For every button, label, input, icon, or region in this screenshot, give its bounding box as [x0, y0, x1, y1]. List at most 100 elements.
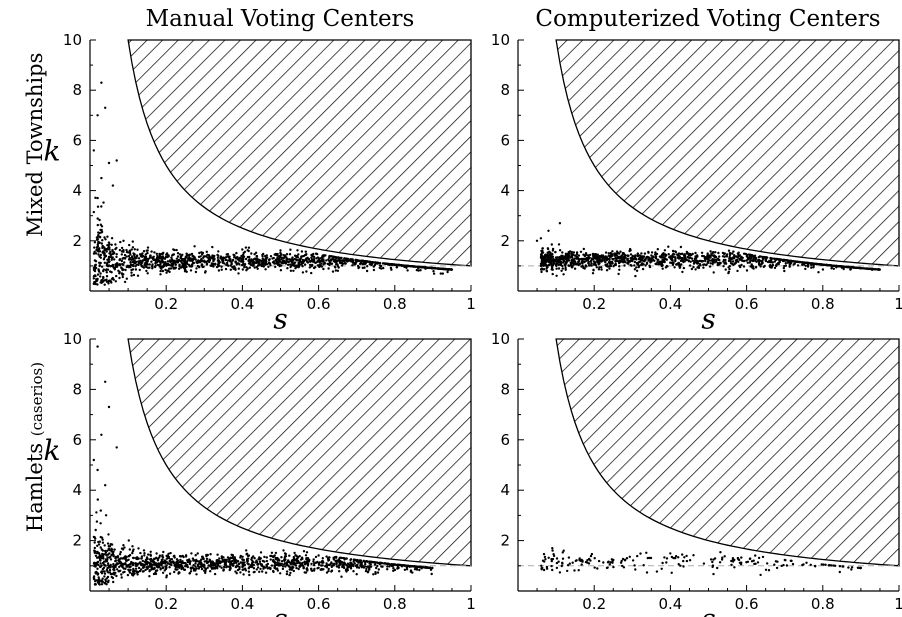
scatter-point [618, 265, 621, 268]
scatter-point [590, 257, 594, 260]
scatter-point [104, 106, 107, 110]
scatter-point [204, 270, 207, 273]
scatter-point [133, 248, 136, 251]
scatter-point [115, 255, 118, 259]
scatter-point [92, 275, 96, 278]
scatter-point [296, 249, 299, 252]
scatter-point [346, 562, 350, 566]
scatter-point [201, 555, 204, 558]
scatter-point [145, 563, 149, 566]
scatter-point [170, 558, 174, 561]
scatter-point [587, 257, 590, 261]
scatter-point [624, 261, 627, 264]
scatter-point [729, 252, 732, 255]
scatter-point [104, 549, 107, 553]
scatter-point [129, 261, 132, 264]
scatter-point [243, 263, 247, 266]
scatter-point [94, 583, 98, 586]
scatter-point [206, 253, 209, 256]
scatter-point [702, 562, 706, 565]
scatter-point [746, 258, 750, 261]
scatter-point [119, 240, 122, 244]
x-tick-label: 0.8 [383, 295, 407, 313]
scatter-point [551, 272, 554, 276]
scatter-point [571, 265, 574, 269]
scatter-point [291, 562, 294, 565]
scatter-point [733, 257, 736, 260]
scatter-point [757, 256, 760, 259]
scatter-point [172, 263, 175, 266]
scatter-point [127, 539, 130, 542]
scatter-point [263, 555, 266, 559]
scatter-point [752, 267, 755, 270]
scatter-point [106, 575, 110, 579]
scatter-point [134, 268, 138, 271]
scatter-point [541, 255, 544, 258]
scatter-point [93, 536, 96, 539]
scatter-point [708, 265, 712, 268]
scatter-point [724, 258, 727, 262]
scatter-point [114, 280, 118, 283]
scatter-point [757, 262, 761, 266]
scatter-point [126, 573, 130, 577]
scatter-point [696, 259, 699, 263]
scatter-point [742, 265, 746, 268]
scatter-point [220, 566, 223, 569]
scatter-point [303, 571, 306, 574]
scatter-point [656, 248, 659, 251]
scatter-point [125, 277, 128, 280]
scatter-point [118, 248, 122, 252]
scatter-point [194, 562, 197, 565]
scatter-point [115, 274, 118, 278]
scatter-point [332, 260, 336, 263]
scatter-point [175, 257, 179, 260]
scatter-point [247, 570, 251, 573]
scatter-point [386, 568, 389, 571]
scatter-point [149, 553, 152, 556]
scatter-point [279, 249, 282, 252]
scatter-point [542, 264, 545, 267]
scatter-point [96, 205, 100, 208]
scatter-point [95, 556, 99, 559]
scatter-point [546, 253, 549, 257]
scatter-point [136, 248, 139, 251]
scatter-point [205, 250, 208, 253]
scatter-point [274, 567, 278, 570]
scatter-point [678, 266, 681, 269]
scatter-point [268, 258, 271, 261]
scatter-point [339, 261, 342, 265]
scatter-point [142, 250, 146, 253]
scatter-point [267, 265, 270, 268]
scatter-point [178, 264, 181, 267]
scatter-point [167, 254, 170, 258]
scatter-point [177, 258, 181, 262]
scatter-point [390, 564, 394, 568]
scatter-point [106, 244, 109, 247]
scatter-point [100, 81, 103, 84]
scatter-point [751, 259, 755, 263]
scatter-point [780, 564, 783, 568]
scatter-point [626, 259, 629, 262]
scatter-point [280, 253, 283, 256]
scatter-point [99, 228, 102, 232]
scatter-point [175, 560, 179, 564]
scatter-point [608, 255, 612, 258]
scatter-point [730, 559, 733, 563]
scatter-point [234, 268, 237, 271]
scatter-point [118, 276, 121, 280]
scatter-point [154, 264, 157, 267]
scatter-point [544, 263, 547, 266]
scatter-point [550, 564, 553, 568]
scatter-point [549, 253, 552, 256]
scatter-point [106, 258, 109, 261]
scatter-point [274, 265, 277, 269]
scatter-point [382, 266, 385, 270]
scatter-point [142, 549, 146, 552]
scatter-point [252, 567, 256, 570]
scatter-point [609, 264, 612, 267]
scatter-point [192, 569, 196, 572]
scatter-point [731, 252, 734, 255]
scatter-point [676, 256, 680, 260]
scatter-point [197, 567, 200, 570]
scatter-point [100, 580, 104, 583]
